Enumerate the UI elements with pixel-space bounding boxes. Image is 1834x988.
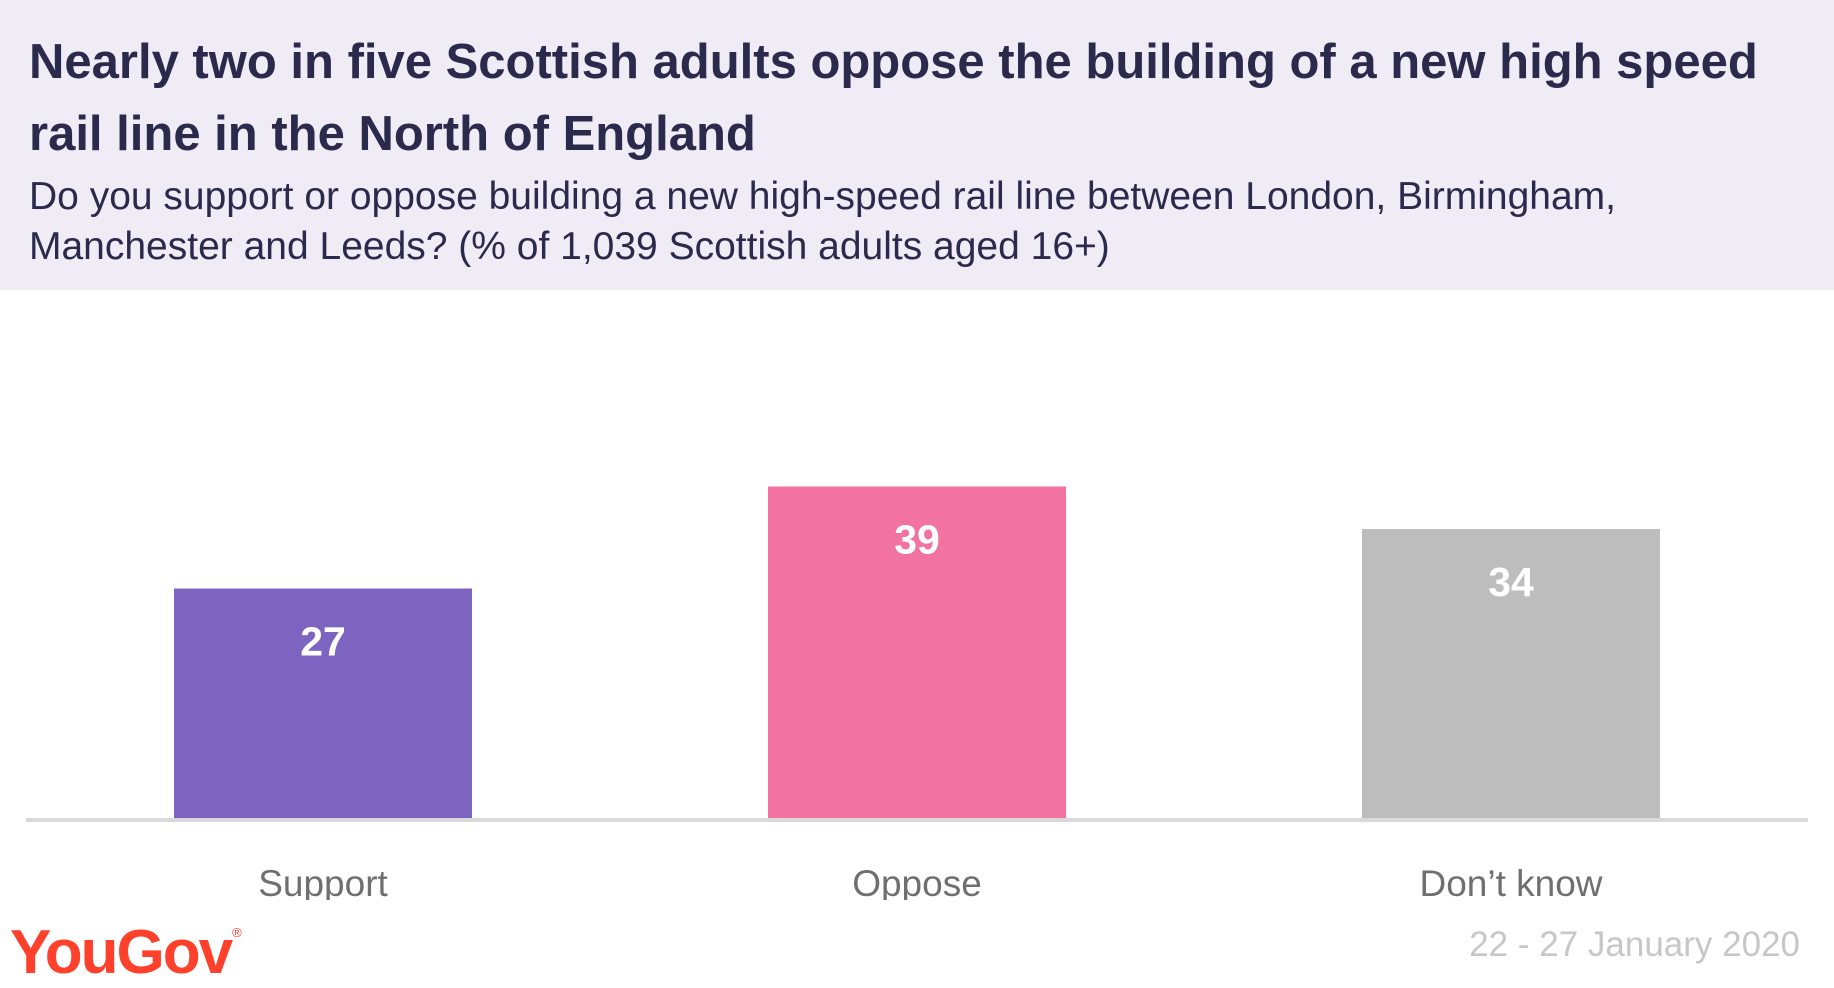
fieldwork-date: 22 - 27 January 2020 <box>1469 925 1800 964</box>
data-label: 34 <box>1488 559 1534 605</box>
bar-don-t-know <box>1362 529 1660 818</box>
bar-support <box>174 588 472 818</box>
brand-name: YouGov <box>10 918 233 987</box>
data-label: 27 <box>300 619 346 665</box>
chart-header: Nearly two in five Scottish adults oppos… <box>0 0 1834 290</box>
category-label: Support <box>258 863 388 900</box>
bar-chart: 27 Support 39 Oppose 34 Don’t know <box>26 486 1808 900</box>
category-label: Don’t know <box>1419 863 1602 900</box>
bar-oppose <box>768 486 1066 818</box>
registered-mark: ® <box>232 925 242 940</box>
data-label: 39 <box>894 517 940 563</box>
chart-subtitle: Do you support or oppose building a new … <box>29 175 1617 268</box>
category-label: Oppose <box>852 863 982 900</box>
yougov-logo: YouGov® <box>10 898 242 988</box>
chart-title: Nearly two in five Scottish adults oppos… <box>29 35 1758 161</box>
